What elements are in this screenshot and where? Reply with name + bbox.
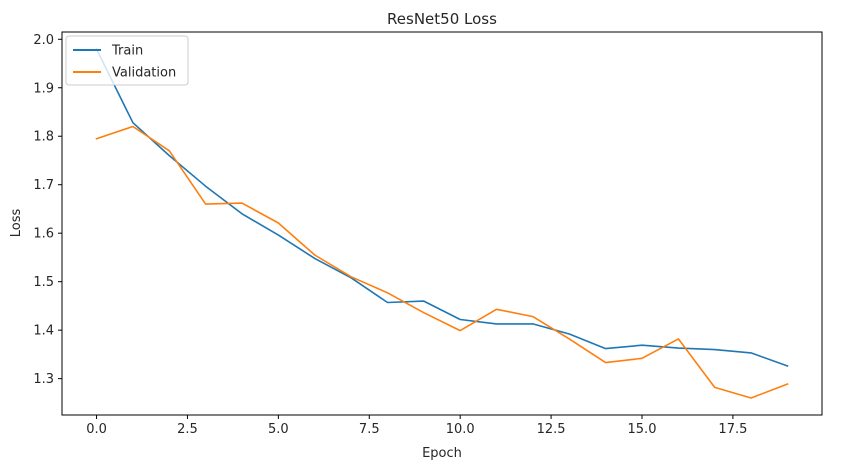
series-line-validation [95, 125, 789, 399]
y-tick-label: 1.3 [33, 372, 54, 387]
x-tick-label: 0.0 [86, 422, 107, 437]
y-tick-label: 1.4 [33, 324, 54, 339]
plot-area [62, 32, 822, 415]
plot-frame [61, 31, 823, 416]
x-tick-label: 7.5 [359, 422, 380, 437]
legend: Train Validation [65, 35, 189, 86]
y-tick-label: 1.7 [33, 178, 54, 193]
x-tick-label: 2.5 [177, 422, 198, 437]
y-axis-ticks: 1.3 1.4 1.5 1.6 1.7 1.8 1.9 2.0 [33, 33, 62, 387]
y-tick-label: 1.5 [33, 275, 54, 290]
legend-label-train: Train [111, 44, 143, 59]
legend-label-validation: Validation [112, 66, 176, 81]
y-tick-label: 1.8 [33, 130, 54, 145]
y-tick-label: 1.9 [33, 81, 54, 96]
series-line-train [95, 47, 789, 368]
y-axis-label: Loss [9, 209, 24, 238]
series-layer [95, 47, 789, 399]
x-tick-label: 12.5 [537, 422, 566, 437]
x-axis-ticks: 0.0 2.5 5.0 7.5 10.0 12.5 15.0 17.5 [86, 415, 747, 437]
x-tick-label: 5.0 [268, 422, 289, 437]
x-tick-label: 10.0 [446, 422, 475, 437]
chart-title: ResNet50 Loss [387, 10, 497, 28]
x-tick-label: 17.5 [718, 422, 747, 437]
x-tick-label: 15.0 [628, 422, 657, 437]
x-axis-label: Epoch [422, 446, 462, 461]
y-tick-label: 2.0 [33, 33, 54, 48]
y-tick-label: 1.6 [33, 227, 54, 242]
